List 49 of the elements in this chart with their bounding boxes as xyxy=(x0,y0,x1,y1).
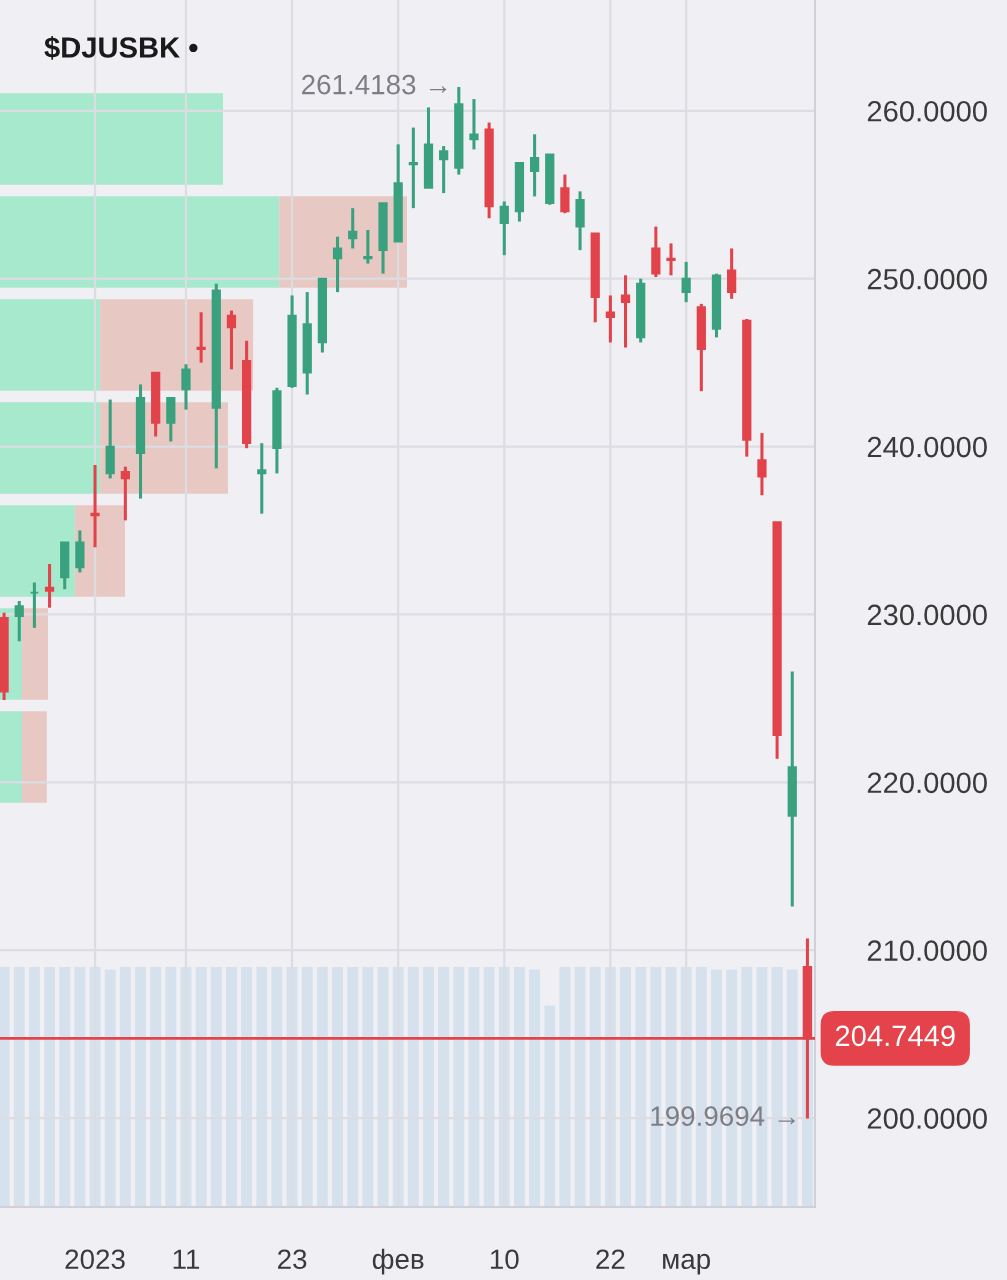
candlestick xyxy=(666,243,676,276)
x-tick-label: фев xyxy=(372,1248,424,1275)
candlestick xyxy=(120,466,130,521)
text: $DJUSBK • xyxy=(44,35,198,60)
annotation: 261.4183 → xyxy=(302,74,447,95)
annotation: 199.9694 → xyxy=(651,1106,795,1126)
candlestick xyxy=(257,443,267,514)
x-tick-label: 22 xyxy=(596,1249,625,1269)
candlestick xyxy=(605,295,616,343)
candlestick xyxy=(408,127,418,210)
candlestick xyxy=(620,275,631,348)
bar xyxy=(21,608,49,700)
y-tick-label: 240.0000 xyxy=(867,436,987,458)
candlestick xyxy=(757,433,767,497)
bar xyxy=(0,196,280,288)
x-tick-label: 23 xyxy=(278,1249,307,1270)
candlestick xyxy=(196,312,206,363)
candlestick xyxy=(181,364,191,410)
x-tick-label: 10 xyxy=(490,1249,519,1270)
y-tick-label: 220.0000 xyxy=(867,772,987,794)
y-tick-label: 260.0000 xyxy=(867,101,987,122)
candlestick xyxy=(439,146,449,195)
candlestick xyxy=(681,260,691,304)
bar xyxy=(0,402,101,494)
candlestick xyxy=(560,174,570,215)
bar xyxy=(0,93,224,185)
candlestick xyxy=(14,600,24,642)
candlestick xyxy=(499,201,509,257)
x-tick-label: 11 xyxy=(173,1249,200,1269)
y-tick-label: 210.0000 xyxy=(867,940,987,962)
bar xyxy=(0,711,22,803)
x-tick-label: мар xyxy=(663,1253,710,1275)
candlestick xyxy=(226,310,237,370)
bar xyxy=(0,505,75,597)
x-tick-label: 2023 xyxy=(65,1249,125,1270)
y-tick-label: 250.0000 xyxy=(867,268,987,290)
candlestick xyxy=(348,208,358,249)
candlestick xyxy=(44,564,55,608)
ref-line-label: 204.7449 xyxy=(835,1025,955,1047)
candlestick xyxy=(363,229,373,264)
y-tick-label: 200.0000 xyxy=(867,1108,987,1129)
y-tick-label: 230.0000 xyxy=(867,604,987,626)
candlestick xyxy=(332,236,343,294)
candlestick xyxy=(469,99,479,150)
candlestick xyxy=(90,465,100,548)
candlestick xyxy=(529,134,540,197)
bar xyxy=(0,299,101,391)
candlestick xyxy=(727,248,737,299)
bar xyxy=(21,711,47,803)
